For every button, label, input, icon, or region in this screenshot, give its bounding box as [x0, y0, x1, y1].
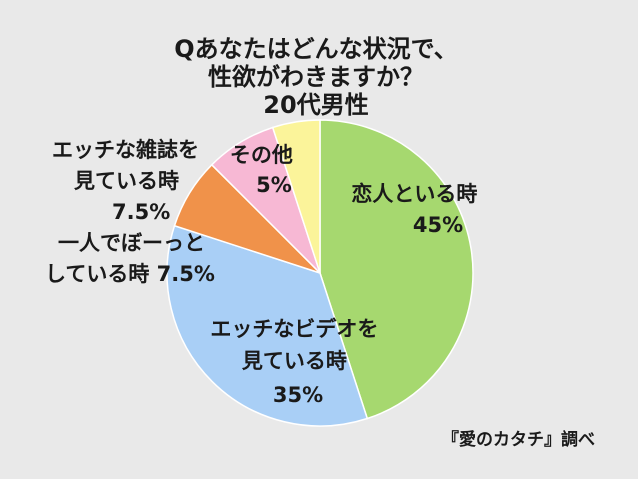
source-note: 『愛のカタチ』調べ — [442, 429, 595, 450]
chart-title-line-3: 20代男性 — [263, 91, 368, 119]
slice-label-adult-magazine: エッチな雑誌を 見ている時 7.5% — [52, 138, 206, 224]
slice-label-adult-video: エッチなビデオを 見ている時 35% — [210, 317, 385, 407]
pie-slice-adult-video — [166, 224, 369, 427]
pie-slice-other — [271, 119, 321, 274]
chart-title-line-1: Qあなたはどんな状況で、 — [174, 35, 457, 63]
pie-slices — [166, 119, 474, 427]
slice-label-lover: 恋人といる時 45% — [351, 182, 484, 237]
pie-slice-lover — [319, 119, 474, 420]
slice-label-idle: 一人でぼーっと している時 7.5% — [45, 231, 215, 286]
slice-label-other: その他 5% — [230, 143, 300, 197]
chart-title-line-2: 性欲がわきますか？ — [208, 63, 424, 91]
